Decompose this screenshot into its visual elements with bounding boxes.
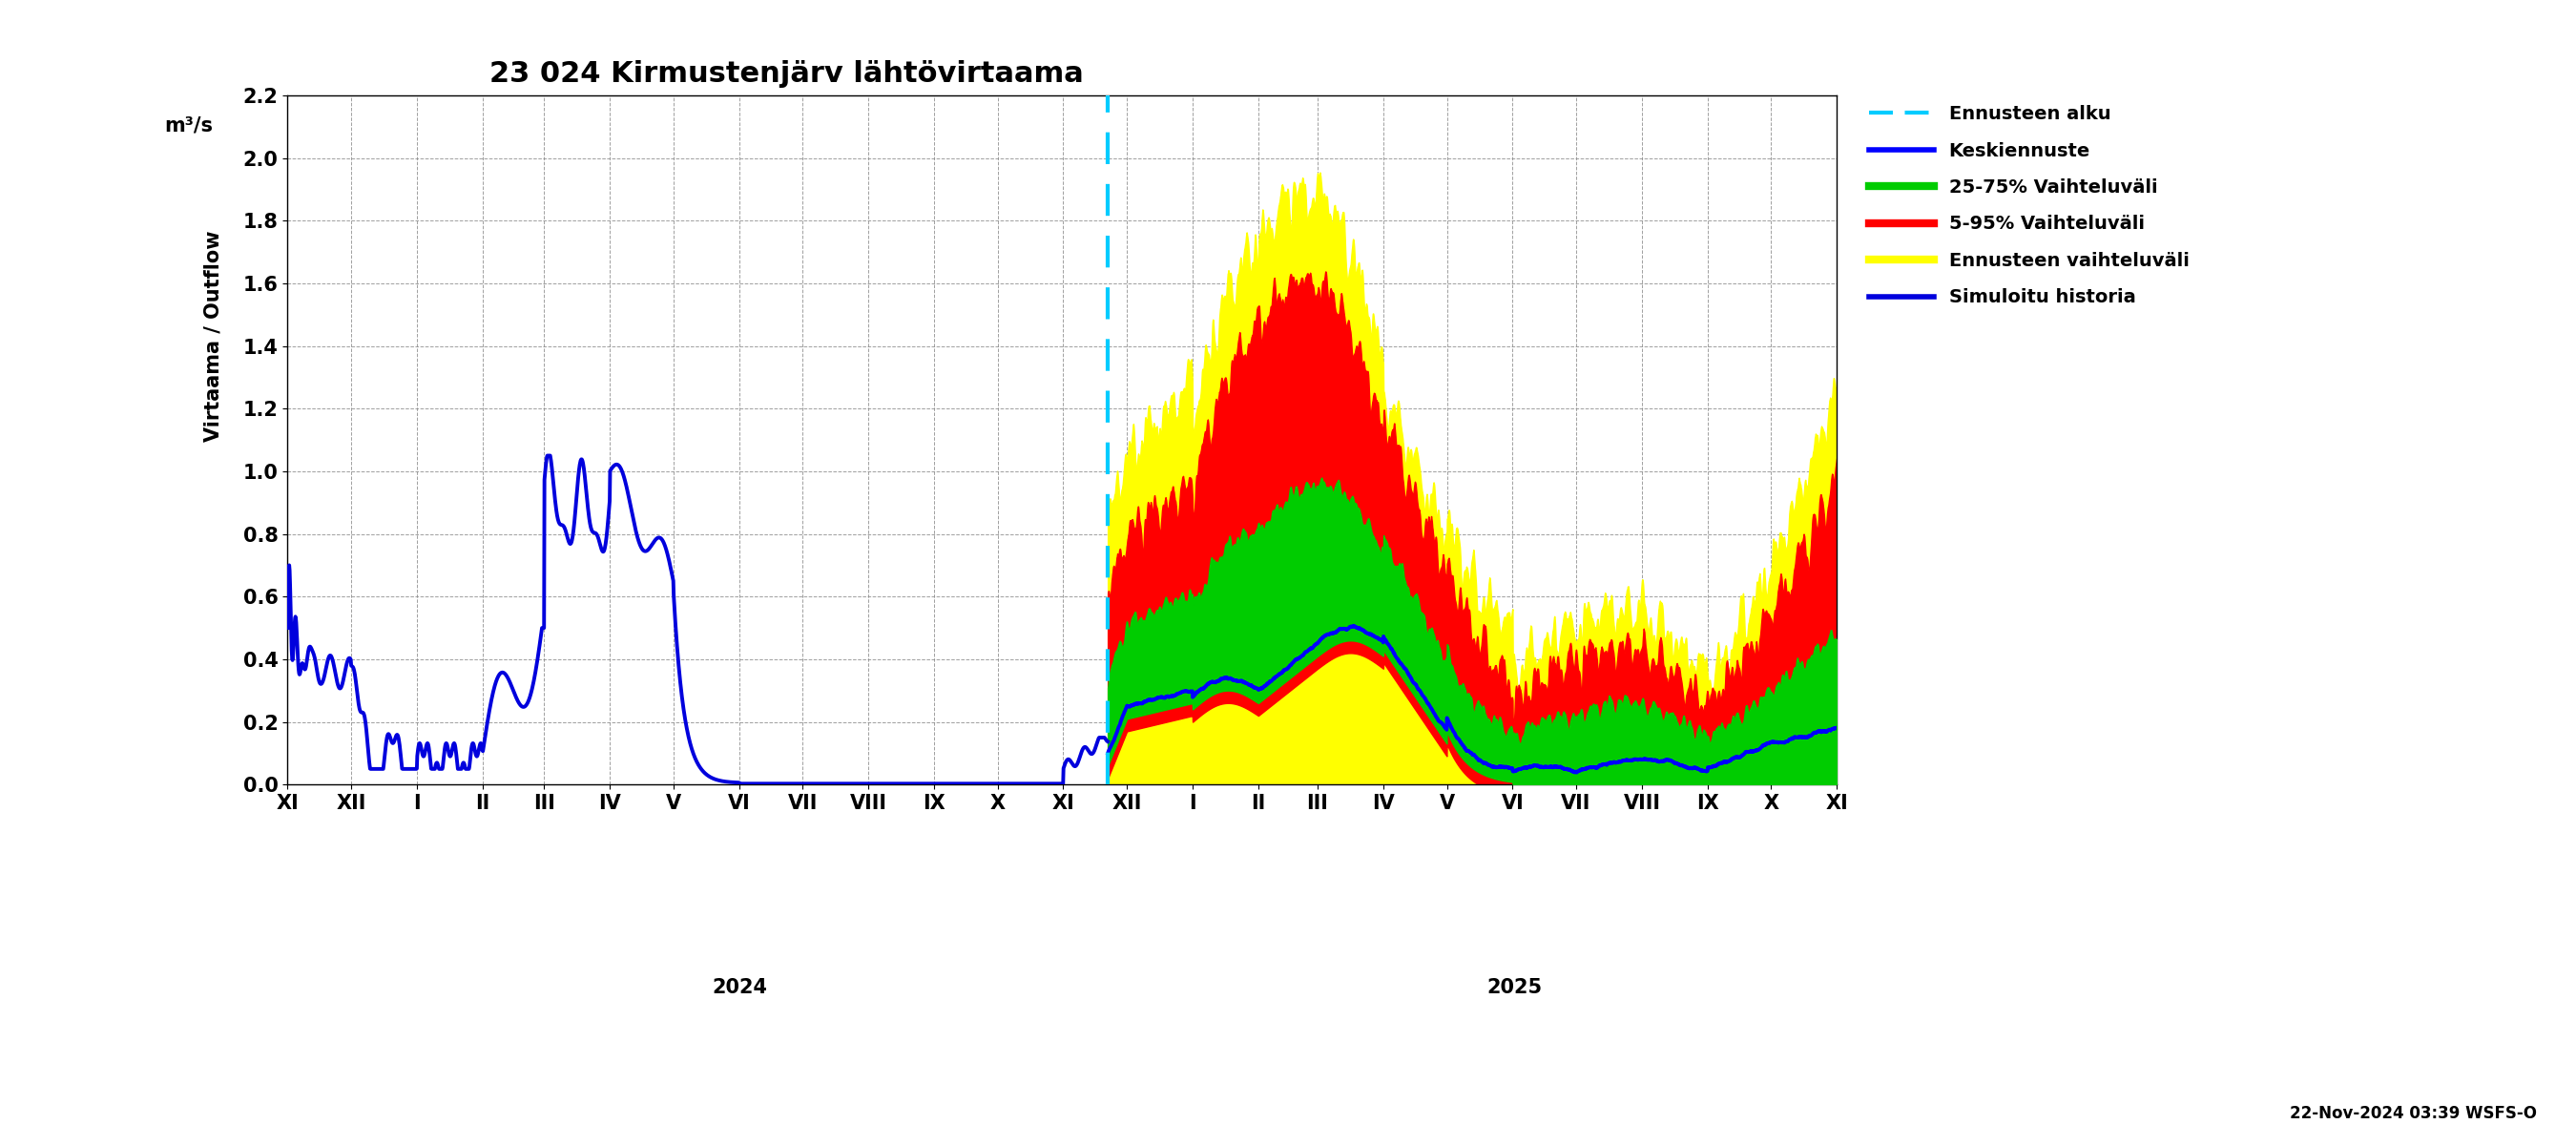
Text: 23 024 Kirmustenjärv lähtövirtaama: 23 024 Kirmustenjärv lähtövirtaama <box>489 60 1082 88</box>
Text: m³/s: m³/s <box>165 116 214 135</box>
Text: 2025: 2025 <box>1486 978 1543 996</box>
Text: 22-Nov-2024 03:39 WSFS-O: 22-Nov-2024 03:39 WSFS-O <box>2290 1105 2537 1122</box>
Legend: Ennusteen alku, Keskiennuste, 25-75% Vaihteluväli, 5-95% Vaihteluväli, Ennusteen: Ennusteen alku, Keskiennuste, 25-75% Vai… <box>1862 97 2197 314</box>
Text: Virtaama / Outflow: Virtaama / Outflow <box>204 231 222 442</box>
Text: 2024: 2024 <box>714 978 768 996</box>
